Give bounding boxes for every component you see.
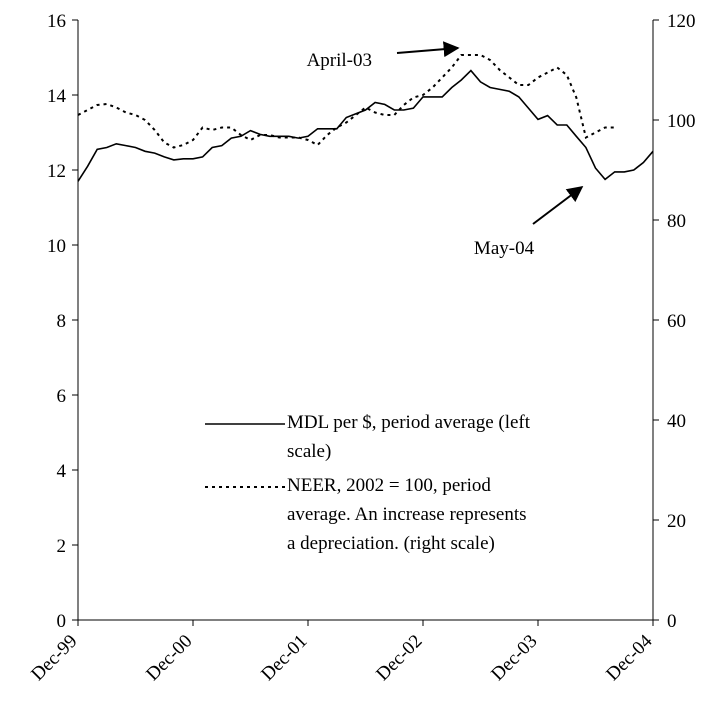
y-tick-label: 8 xyxy=(57,311,67,332)
y-tick-label: 6 xyxy=(57,386,67,407)
x-tick-label: Dec-01 xyxy=(257,631,311,685)
y2-tick-label: 0 xyxy=(667,611,677,632)
x-tick-label: Dec-00 xyxy=(142,631,196,685)
legend-swatch xyxy=(205,486,285,488)
y2-tick-label: 120 xyxy=(667,11,696,32)
x-tick-label: Dec-02 xyxy=(372,631,426,685)
x-tick-label: Dec-03 xyxy=(487,631,541,685)
arrow xyxy=(396,41,460,58)
y-tick-label: 0 xyxy=(57,611,67,632)
y2-tick-label: 100 xyxy=(667,111,696,132)
legend-label: NEER, 2002 = 100, period average. An inc… xyxy=(287,475,527,554)
legend-swatch xyxy=(205,423,285,425)
y2-tick-label: 20 xyxy=(667,511,686,532)
legend-item: NEER, 2002 = 100, period average. An inc… xyxy=(205,471,595,558)
x-tick-label: Dec-99 xyxy=(27,631,81,685)
legend-item: MDL per $, period average (left scale) xyxy=(205,408,595,466)
legend-label: MDL per $, period average (left scale) xyxy=(287,412,531,462)
y-tick-label: 16 xyxy=(47,11,66,32)
annotation: May-04 xyxy=(474,238,535,259)
y-tick-label: 12 xyxy=(47,161,66,182)
y2-tick-label: 60 xyxy=(667,311,686,332)
arrow xyxy=(532,186,584,225)
y2-tick-label: 80 xyxy=(667,211,686,232)
x-tick-label: Dec-04 xyxy=(602,630,657,685)
annotation: April-03 xyxy=(307,50,372,71)
y2-tick-label: 40 xyxy=(667,411,686,432)
series-line xyxy=(77,69,654,182)
legend: MDL per $, period average (left scale) NE… xyxy=(205,408,595,563)
y-tick-label: 2 xyxy=(57,536,67,557)
y-tick-label: 14 xyxy=(47,86,67,107)
y-tick-label: 4 xyxy=(57,461,67,482)
y-tick-label: 10 xyxy=(47,236,66,257)
series-line xyxy=(77,54,615,149)
